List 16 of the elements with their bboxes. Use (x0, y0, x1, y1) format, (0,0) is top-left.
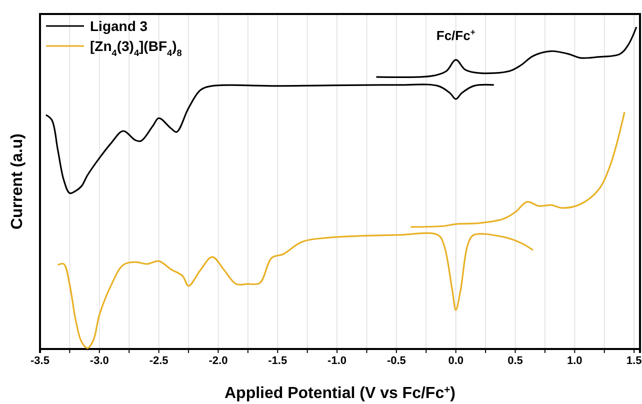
x-tick-label: 0.0 (448, 354, 464, 367)
x-tick-label: -1.0 (328, 354, 347, 367)
legend-label: Ligand 3 (90, 18, 148, 34)
x-tick-label: -0.5 (386, 354, 406, 367)
x-tick-label: 1.0 (567, 354, 582, 367)
x-tick-label: -3.5 (30, 354, 50, 367)
x-tick-label: -2.5 (149, 354, 168, 367)
x-tick-label: -3.0 (90, 354, 109, 367)
x-axis-title: Applied Potential (V vs Fc/Fc$^{+}$) (224, 384, 456, 402)
y-axis-title: Current (a.u) (9, 134, 26, 230)
legend-label: [Zn$_{4}$(3)$_{4}$](BF$_{4}$)$_{8}$ (90, 38, 182, 58)
x-tick-label: -2.0 (208, 354, 228, 367)
x-tick-label: 1.5 (626, 354, 642, 367)
x-tick-label: 0.5 (508, 354, 523, 367)
annotation: Fc/Fc$^{+}$ (436, 26, 476, 43)
x-tick-label: -1.5 (268, 354, 288, 367)
